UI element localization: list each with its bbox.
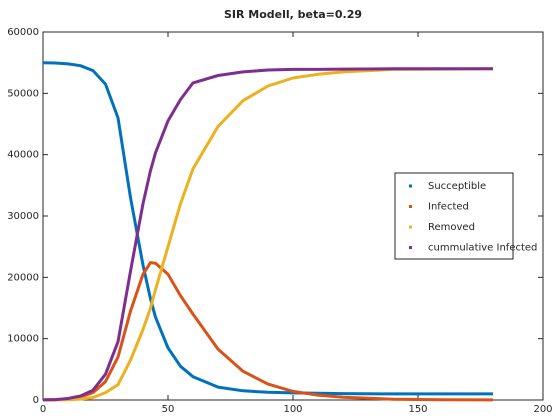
x-tick-label: 200 [533, 404, 552, 415]
series-line [42, 261, 494, 402]
legend: Succeptible Infected Removed cummulative In… [394, 172, 537, 260]
y-tick-label: 40000 [7, 150, 39, 161]
series-line [42, 61, 493, 396]
x-tick-label: 100 [283, 404, 302, 415]
x-tick-label: 150 [408, 404, 427, 415]
y-tick-label: 30000 [7, 211, 39, 222]
legend-label: Removed [428, 222, 475, 233]
legend-label: Infected [428, 202, 469, 213]
legend-marker [409, 225, 412, 229]
legend-marker [409, 184, 412, 188]
series-line [42, 67, 493, 402]
y-tick-label: 50000 [7, 88, 39, 99]
legend-box [394, 172, 514, 260]
series-line [42, 67, 494, 402]
legend-label: Succeptible [428, 181, 486, 192]
legend-label: cummulative Infected [428, 243, 537, 254]
x-tick-label: 50 [162, 404, 175, 415]
axes-box [42, 31, 544, 401]
chart-title: SIR Modell, beta=0.29 [224, 8, 362, 21]
y-tick-label: 20000 [7, 272, 39, 283]
y-tick-label: 60000 [7, 27, 39, 38]
y-tick-label: 10000 [7, 334, 39, 345]
y-tick-label: 0 [33, 395, 39, 406]
x-tick-label: 0 [40, 404, 46, 415]
legend-marker [409, 246, 412, 249]
legend-marker [409, 205, 412, 208]
